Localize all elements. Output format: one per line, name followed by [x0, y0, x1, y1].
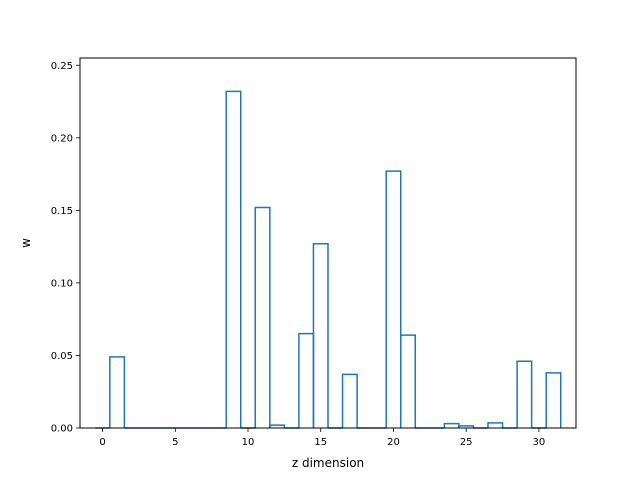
y-tick-label: 0.05 [51, 351, 73, 362]
bar-31 [545, 372, 562, 428]
y-tick-label: 0.15 [51, 206, 73, 217]
x-tick-label: 25 [460, 437, 473, 448]
x-tick-label: 15 [314, 437, 327, 448]
bar-1 [109, 356, 126, 428]
x-tick-label: 0 [99, 437, 105, 448]
axes-frame [79, 57, 577, 429]
bar-9 [225, 90, 242, 428]
y-tick-label: 0.25 [51, 61, 73, 72]
y-ticks: 0.00 0.05 0.10 0.15 0.20 0.25 [51, 61, 80, 435]
y-tick-label: 0.20 [51, 133, 73, 144]
bar-27 [487, 422, 504, 428]
bar-15 [312, 242, 329, 428]
y-tick-label: 0.00 [51, 424, 73, 435]
y-axis-label: w [19, 238, 33, 248]
x-tick-label: 5 [172, 437, 178, 448]
bar-20 [385, 170, 402, 428]
x-ticks: 0 5 10 15 20 25 30 [99, 428, 545, 448]
bar-25 [458, 425, 475, 428]
y-tick-label: 0.10 [51, 278, 73, 289]
bar-12 [269, 424, 286, 428]
x-axis-label: z dimension [292, 456, 364, 470]
bar-21 [399, 334, 417, 428]
bar-11 [254, 206, 271, 428]
bar-17 [341, 373, 358, 428]
x-tick-label: 20 [387, 437, 400, 448]
bar-29 [516, 360, 533, 428]
x-tick-label: 30 [533, 437, 546, 448]
x-tick-label: 10 [242, 437, 255, 448]
